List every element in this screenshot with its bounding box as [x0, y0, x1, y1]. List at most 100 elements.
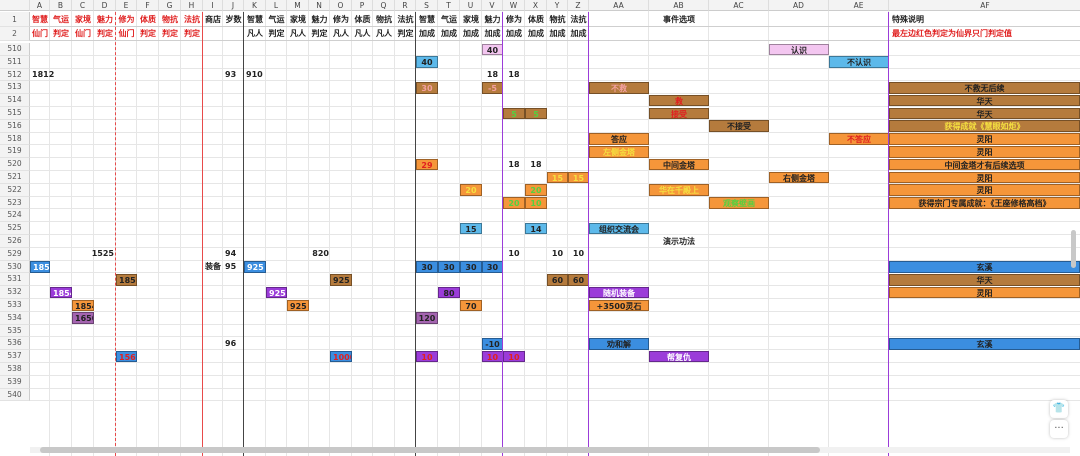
cell-n-529[interactable]: 820	[312, 249, 329, 259]
column-header-c[interactable]: C	[72, 0, 94, 11]
cell-ad-510[interactable]: 认识	[769, 43, 829, 56]
cell-aa-519[interactable]: 左侧金塔	[589, 145, 649, 158]
column-header-ad[interactable]: AD	[769, 0, 829, 11]
column-header-q[interactable]: Q	[373, 0, 395, 11]
cell-af-519[interactable]: 灵阳	[889, 145, 1080, 158]
cell-z-531[interactable]: 60	[568, 273, 589, 286]
cell-af-531[interactable]: 华天	[889, 273, 1080, 286]
row-number[interactable]: 525	[0, 222, 30, 235]
column-header-e[interactable]: E	[116, 0, 137, 11]
column-header-r[interactable]: R	[395, 0, 416, 11]
cell-k-512[interactable]: 910	[246, 70, 263, 80]
row-number[interactable]: 534	[0, 311, 30, 325]
column-header-s[interactable]: S	[416, 0, 438, 11]
cell-af-532[interactable]: 灵阳	[889, 286, 1080, 299]
row-number[interactable]: 523	[0, 196, 30, 210]
horizontal-scrollbar-thumb[interactable]	[40, 447, 820, 453]
select-all-corner[interactable]	[0, 0, 30, 11]
cell-v-536[interactable]: -10	[482, 337, 503, 350]
cell-s-511[interactable]: 40	[416, 56, 438, 69]
column-header-u[interactable]: U	[460, 0, 482, 11]
cell-x-520[interactable]: 18	[530, 159, 542, 169]
cell-m-533[interactable]: 925	[287, 299, 309, 312]
cell-af-536[interactable]: 玄溪	[889, 337, 1080, 350]
cell-u-530[interactable]: 30	[460, 261, 482, 273]
column-header-i[interactable]: I	[203, 0, 223, 11]
cell-aa-518[interactable]: 答应	[589, 133, 649, 145]
cell-ab-526[interactable]: 演示功法	[663, 236, 695, 246]
column-header-j[interactable]: J	[223, 0, 244, 11]
column-header-z[interactable]: Z	[568, 0, 589, 11]
column-header-b[interactable]: B	[50, 0, 72, 11]
cell-ad-521[interactable]: 右侧金塔	[769, 171, 829, 184]
cell-s-513[interactable]: 30	[416, 81, 438, 94]
row-number[interactable]: 529	[0, 247, 30, 261]
row-number[interactable]: 514	[0, 94, 30, 107]
cell-y-521[interactable]: 15	[547, 171, 568, 184]
cell-c-534[interactable]: 1650	[72, 312, 94, 325]
tshirt-icon[interactable]: 👕	[1050, 400, 1068, 418]
cell-ab-514[interactable]: 救	[649, 94, 709, 107]
cell-ae-511[interactable]: 不认识	[829, 56, 889, 69]
cell-k-530[interactable]: 925	[244, 261, 266, 273]
column-header-aa[interactable]: AA	[589, 0, 649, 11]
column-header-x[interactable]: X	[525, 0, 547, 11]
cell-af-523[interactable]: 获得宗门专属成就：《王座修格高档》	[889, 197, 1080, 209]
cell-ac-523[interactable]: 观察壁画	[709, 197, 769, 209]
row-number-2[interactable]: 2	[0, 27, 30, 41]
row-number[interactable]: 536	[0, 337, 30, 351]
column-header-f[interactable]: F	[137, 0, 159, 11]
column-header-m[interactable]: M	[287, 0, 309, 11]
column-header-g[interactable]: G	[159, 0, 181, 11]
cell-ac-516[interactable]: 不接受	[709, 120, 769, 133]
row-number[interactable]: 530	[0, 260, 30, 274]
row-number[interactable]: 532	[0, 286, 30, 299]
cell-af-530[interactable]: 玄溪	[889, 261, 1080, 273]
cell-ab-520[interactable]: 中间金塔	[649, 158, 709, 171]
cell-a-530[interactable]: 1854	[30, 261, 50, 273]
column-header-n[interactable]: N	[309, 0, 330, 11]
cell-ab-515[interactable]: 接受	[649, 107, 709, 120]
row-number[interactable]: 533	[0, 299, 30, 312]
cell-t-530[interactable]: 30	[438, 261, 460, 273]
cell-j-512[interactable]: 93	[225, 70, 237, 80]
cell-s-534[interactable]: 120	[416, 312, 438, 325]
cell-ae-518[interactable]: 不答应	[829, 133, 889, 145]
row-number[interactable]: 511	[0, 55, 30, 69]
column-header-d[interactable]: D	[94, 0, 116, 11]
row-number[interactable]: 510	[0, 43, 30, 56]
cell-j-530[interactable]: 95	[225, 262, 237, 272]
row-number[interactable]: 522	[0, 183, 30, 197]
row-number[interactable]: 516	[0, 119, 30, 133]
cell-y-531[interactable]: 60	[547, 273, 568, 286]
vertical-scrollbar-thumb[interactable]	[1071, 230, 1076, 268]
cell-af-521[interactable]: 灵阳	[889, 171, 1080, 184]
column-header-h[interactable]: H	[181, 0, 203, 11]
cell-aa-533[interactable]: +3500灵石	[589, 299, 649, 312]
row-number-1[interactable]: 1	[0, 12, 30, 27]
cell-v-530[interactable]: 30	[482, 261, 503, 273]
cell-o-537[interactable]: 1000	[330, 350, 352, 363]
cell-s-530[interactable]: 30	[416, 261, 438, 273]
cell-t-532[interactable]: 80	[438, 286, 460, 299]
cell-u-533[interactable]: 70	[460, 299, 482, 312]
cell-l-532[interactable]: 925	[266, 286, 287, 299]
more-options-button[interactable]: ···	[1050, 420, 1068, 438]
cell-x-525[interactable]: 14	[525, 222, 547, 235]
cell-aa-532[interactable]: 随机装备	[589, 286, 649, 299]
cell-ab-537[interactable]: 帮复仇	[649, 350, 709, 363]
cell-w-512[interactable]: 18	[508, 70, 520, 80]
row-number[interactable]: 538	[0, 363, 30, 376]
row-number[interactable]: 520	[0, 158, 30, 171]
cell-w-520[interactable]: 18	[508, 159, 520, 169]
column-header-y[interactable]: Y	[547, 0, 568, 11]
cell-aa-525[interactable]: 组织交流会	[589, 222, 649, 235]
cell-a-512[interactable]: 1812	[32, 70, 55, 80]
cell-o-531[interactable]: 925	[330, 273, 352, 286]
column-header-t[interactable]: T	[438, 0, 460, 11]
row-number[interactable]: 512	[0, 68, 30, 82]
column-header-p[interactable]: P	[352, 0, 373, 11]
cell-i-530[interactable]: 装备	[205, 262, 221, 272]
cell-v-537[interactable]: 10	[482, 350, 503, 363]
cell-e-531[interactable]: 1854	[116, 273, 137, 286]
